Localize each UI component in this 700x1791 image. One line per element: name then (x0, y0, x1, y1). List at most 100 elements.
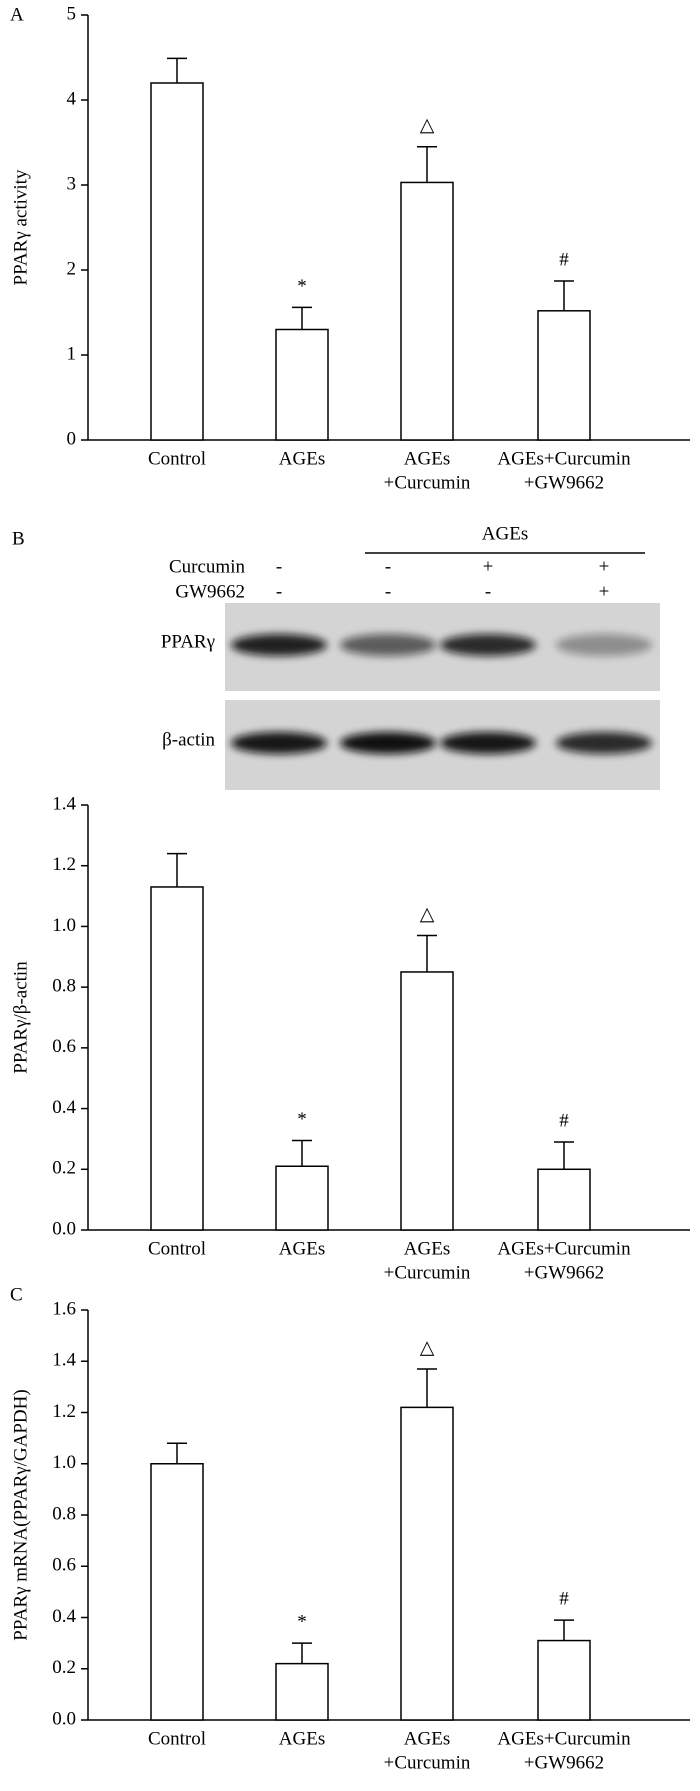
x-tick-label: +GW9662 (524, 472, 604, 493)
treatment-sign: - (276, 581, 282, 602)
y-tick-label: 1.6 (52, 1298, 76, 1319)
bar (275, 1662, 329, 1721)
treatment-sign: + (599, 556, 610, 577)
panel-letter: C (10, 1284, 23, 1305)
bar (150, 886, 204, 1231)
panel-letter: A (10, 4, 24, 25)
x-tick-label: +Curcumin (384, 472, 471, 493)
y-tick-label: 0.8 (52, 1503, 76, 1524)
group-label: AGEs (482, 523, 528, 544)
bar (400, 971, 454, 1231)
x-tick-label: AGEs (279, 1728, 325, 1749)
error-bar (554, 1141, 574, 1170)
bar (537, 1639, 591, 1721)
y-axis-label: PPARγ activity (10, 169, 31, 285)
x-tick-label: AGEs (404, 448, 450, 469)
x-tick-label: AGEs (279, 1238, 325, 1259)
treatment-label: GW9662 (175, 581, 245, 602)
blot-band (340, 732, 436, 754)
blot-band (440, 634, 536, 656)
significance-mark: △ (420, 1337, 435, 1358)
blot-band (556, 634, 652, 656)
blot-band (231, 634, 327, 656)
x-tick-label: AGEs (404, 1238, 450, 1259)
blot-band (440, 732, 536, 754)
significance-mark: # (559, 249, 569, 270)
error-bar (417, 1368, 437, 1408)
bar (275, 328, 329, 441)
significance-mark: △ (420, 904, 435, 925)
x-tick-label: Control (148, 1238, 206, 1259)
y-tick-label: 0.0 (52, 1708, 76, 1729)
y-tick-label: 0.4 (52, 1097, 76, 1118)
bar (150, 1463, 204, 1721)
x-tick-label: AGEs+Curcumin (497, 448, 631, 469)
y-tick-label: 0.0 (52, 1218, 76, 1239)
treatment-sign: - (485, 581, 491, 602)
bar (150, 82, 204, 441)
y-tick-label: 5 (67, 3, 77, 24)
y-tick-label: 1.2 (52, 854, 76, 875)
blot-band (340, 634, 436, 656)
y-tick-label: 0.8 (52, 976, 76, 997)
bar (537, 310, 591, 441)
y-tick-label: 0.6 (52, 1036, 76, 1057)
error-bar (167, 852, 187, 887)
y-tick-label: 0.6 (52, 1555, 76, 1576)
bar (537, 1168, 591, 1231)
x-tick-label: AGEs (404, 1728, 450, 1749)
significance-mark: * (297, 1109, 307, 1130)
significance-mark: * (297, 1611, 307, 1632)
blot-band (231, 732, 327, 754)
bar (400, 1406, 454, 1721)
significance-mark: * (297, 276, 307, 297)
y-tick-label: 1.0 (52, 1452, 76, 1473)
y-tick-label: 1 (67, 343, 77, 364)
y-axis-label: PPARγ mRNA(PPARγ/GAPDH) (10, 1389, 31, 1640)
y-tick-label: 0.4 (52, 1606, 76, 1627)
band-label: β-actin (162, 729, 215, 750)
band-label: PPARγ (161, 631, 215, 652)
significance-mark: # (559, 1588, 569, 1609)
x-tick-label: +Curcumin (384, 1262, 471, 1283)
x-tick-label: Control (148, 448, 206, 469)
significance-mark: # (559, 1110, 569, 1131)
treatment-sign: + (483, 556, 494, 577)
y-tick-label: 1.0 (52, 915, 76, 936)
y-tick-label: 1.2 (52, 1401, 76, 1422)
error-bar (554, 280, 574, 311)
error-bar (417, 934, 437, 972)
y-tick-label: 0.2 (52, 1158, 76, 1179)
y-tick-label: 4 (67, 88, 77, 109)
treatment-sign: - (385, 556, 391, 577)
y-tick-label: 3 (67, 173, 77, 194)
x-tick-label: Control (148, 1728, 206, 1749)
x-tick-label: +Curcumin (384, 1752, 471, 1773)
y-axis-label: PPARγ/β-actin (10, 961, 31, 1074)
y-tick-label: 2 (67, 258, 77, 279)
x-tick-label: AGEs+Curcumin (497, 1728, 631, 1749)
error-bar (417, 146, 437, 183)
error-bar (167, 57, 187, 83)
significance-mark: △ (420, 115, 435, 136)
y-tick-label: 1.4 (52, 793, 76, 814)
blot-band (556, 732, 652, 754)
error-bar (292, 1139, 312, 1167)
y-tick-label: 0.2 (52, 1657, 76, 1678)
y-tick-label: 1.4 (52, 1350, 76, 1371)
error-bar (167, 1442, 187, 1464)
treatment-label: Curcumin (169, 556, 245, 577)
x-tick-label: +GW9662 (524, 1752, 604, 1773)
x-tick-label: AGEs (279, 448, 325, 469)
error-bar (292, 1642, 312, 1664)
bar (275, 1165, 329, 1231)
x-tick-label: AGEs+Curcumin (497, 1238, 631, 1259)
error-bar (292, 306, 312, 330)
treatment-sign: - (385, 581, 391, 602)
bar (400, 181, 454, 441)
treatment-sign: - (276, 556, 282, 577)
y-tick-label: 0 (67, 428, 77, 449)
error-bar (554, 1619, 574, 1641)
x-tick-label: +GW9662 (524, 1262, 604, 1283)
